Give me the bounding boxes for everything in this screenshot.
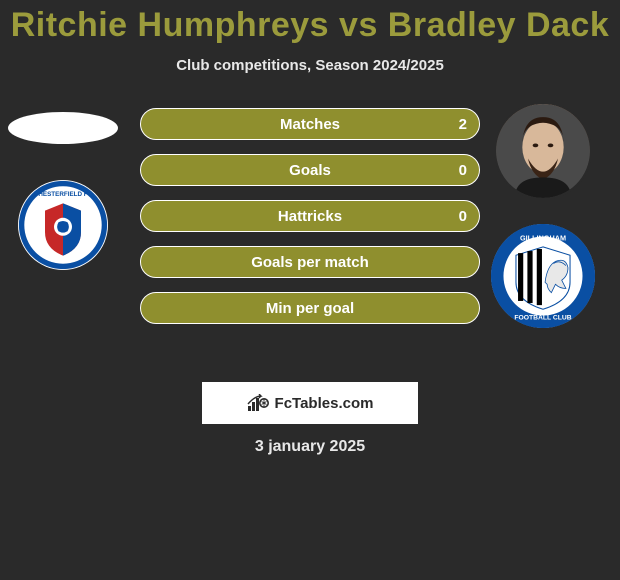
right-player-photo: [496, 104, 590, 198]
right-club-badge: GILLINGHAM FOOTBALL CLUB: [491, 224, 595, 328]
left-club-badge: CHESTERFIELD FC: [18, 180, 108, 270]
footer-brand-bar: FcTables.com: [202, 382, 418, 424]
stat-label: Goals: [289, 162, 331, 179]
svg-text:GILLINGHAM: GILLINGHAM: [520, 234, 566, 243]
date-line: 3 january 2025: [0, 438, 620, 456]
stat-label: Goals per match: [251, 254, 369, 271]
svg-text:CHESTERFIELD FC: CHESTERFIELD FC: [34, 191, 93, 198]
svg-text:FOOTBALL CLUB: FOOTBALL CLUB: [514, 315, 571, 322]
fctables-logo-icon: [247, 394, 269, 412]
stats-area: CHESTERFIELD FC: [0, 104, 620, 354]
stat-row-matches: Matches 2: [140, 108, 480, 140]
stat-row-goals: Goals 0: [140, 154, 480, 186]
stat-right-value: 0: [459, 162, 467, 179]
page-title: Ritchie Humphreys vs Bradley Dack: [0, 0, 620, 45]
stat-right-value: 0: [459, 208, 467, 225]
stat-label: Min per goal: [266, 300, 354, 317]
stat-row-goals-per-match: Goals per match: [140, 246, 480, 278]
stat-row-hattricks: Hattricks 0: [140, 200, 480, 232]
right-player-column: GILLINGHAM FOOTBALL CLUB: [488, 104, 598, 328]
left-player-column: CHESTERFIELD FC: [8, 104, 118, 270]
page-subtitle: Club competitions, Season 2024/2025: [0, 57, 620, 74]
stat-label: Hattricks: [278, 208, 342, 225]
footer-brand-text: FcTables.com: [275, 395, 374, 412]
stat-right-value: 2: [459, 116, 467, 133]
stat-label: Matches: [280, 116, 340, 133]
stat-rows: Matches 2 Goals 0 Hattricks 0 Goals per …: [140, 108, 480, 324]
left-player-photo: [8, 112, 118, 144]
stat-row-min-per-goal: Min per goal: [140, 292, 480, 324]
